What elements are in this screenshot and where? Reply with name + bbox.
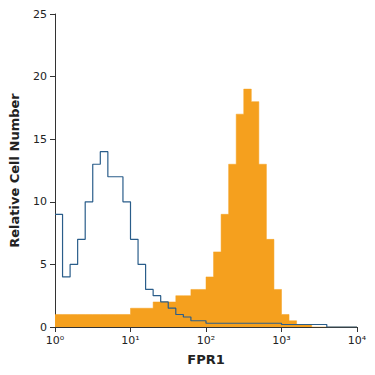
svg-text:10¹: 10¹ (121, 334, 139, 347)
svg-text:5: 5 (40, 258, 47, 271)
svg-text:20: 20 (33, 70, 47, 83)
svg-text:25: 25 (33, 8, 47, 21)
svg-text:10: 10 (33, 195, 47, 208)
svg-text:10⁰: 10⁰ (46, 334, 65, 347)
svg-text:10³: 10³ (272, 334, 290, 347)
svg-text:FPR1: FPR1 (187, 352, 224, 367)
svg-text:10⁴: 10⁴ (348, 334, 367, 347)
svg-text:0: 0 (40, 321, 47, 334)
svg-text:10²: 10² (197, 334, 215, 347)
svg-text:15: 15 (33, 133, 47, 146)
svg-text:Relative Cell Number: Relative Cell Number (7, 93, 22, 248)
